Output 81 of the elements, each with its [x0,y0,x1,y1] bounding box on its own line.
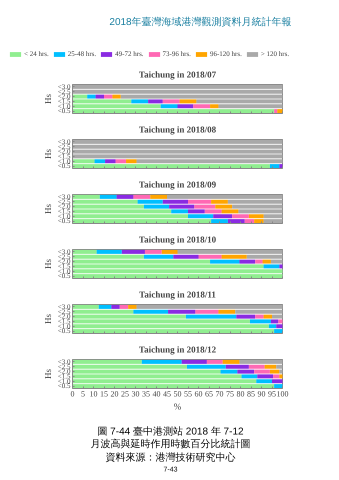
bar [112,94,121,99]
bar [142,360,182,364]
bar [264,264,280,268]
bar [148,99,163,104]
bar [186,314,236,319]
bar [144,250,162,254]
bar [111,304,120,309]
y-axis-title: Hs [42,368,53,379]
bar [210,260,240,264]
x-tick-label: 25 [121,390,129,398]
x-tick-label: 20 [110,390,118,398]
chart-title: Taichung in 2018/08 [138,124,217,134]
caption: 圖 7-44 臺中港測站 2018 年 7-12 月波高與延時作用時數百分比統計圖 [90,426,250,450]
bar [279,264,282,268]
x-tick-label: 5 [81,390,85,398]
bar [182,360,207,364]
bar [273,374,280,378]
x-tick-label: 30 [132,390,140,398]
bar [162,99,180,104]
x-axis-title: % [174,402,182,412]
source-note: 資料來源：港灣技術研究中心 [106,452,236,464]
x-tick-label: 0 [70,390,74,398]
bar [98,304,112,309]
bar [274,384,282,388]
bar [239,260,256,264]
bar [264,314,272,319]
bar [279,374,282,378]
x-tick-label: 60 [194,390,202,398]
bar [131,99,148,104]
bar [222,360,240,364]
x-tick-label: 70 [216,390,224,398]
x-tick-label: 100 [276,390,288,398]
x-tick-label: 10 [90,390,98,398]
bar [171,209,188,214]
bar [274,109,278,114]
y-axis-title: Hs [42,314,53,324]
x-tick-label: 95 [268,390,276,398]
bar [236,314,256,319]
bar [178,104,194,108]
bar [279,164,282,168]
bar [162,250,178,254]
y-axis-title: Hs [42,258,53,269]
x-tick-label: 80 [236,390,244,398]
chart-title: Taichung in 2018/09 [138,180,217,190]
bar [150,194,167,199]
x-tick-label: 35 [142,390,150,398]
chart-title: Taichung in 2018/12 [138,344,217,354]
x-tick-label: 65 [205,390,213,398]
y-axis-title: Hs [42,148,53,159]
bar [128,304,137,309]
x-tick-label: 45 [163,390,171,398]
x-tick-label: 50 [174,390,182,398]
bar [206,360,223,364]
chart-title: Taichung in 2018/07 [138,70,217,80]
text: 2018年臺灣海域港灣觀測資料月統計年報 [109,16,292,28]
bar [100,194,117,199]
bar [104,94,112,99]
bar [278,319,282,324]
x-tick-label: 90 [258,390,266,398]
bar [96,250,122,254]
x-tick-label: 75 [226,390,234,398]
bar [96,94,104,99]
bar [120,304,128,309]
bar [87,94,96,99]
bar [180,99,196,104]
bar [262,260,271,264]
chart-title: Taichung in 2018/11 [139,290,216,300]
x-tick-label: 55 [184,390,192,398]
bar [116,194,134,199]
bar [122,250,145,254]
chart-title: Taichung in 2018/10 [138,234,217,244]
y-axis-title: Hs [42,204,53,214]
x-tick-label: 85 [247,390,255,398]
bar [270,164,280,168]
y-axis-title: Hs [42,94,53,104]
bar [277,109,282,114]
bar [255,314,264,319]
x-tick-label: 15 [100,390,108,398]
bar [255,260,263,264]
x-tick-label: 40 [152,390,160,398]
bar [133,194,150,199]
